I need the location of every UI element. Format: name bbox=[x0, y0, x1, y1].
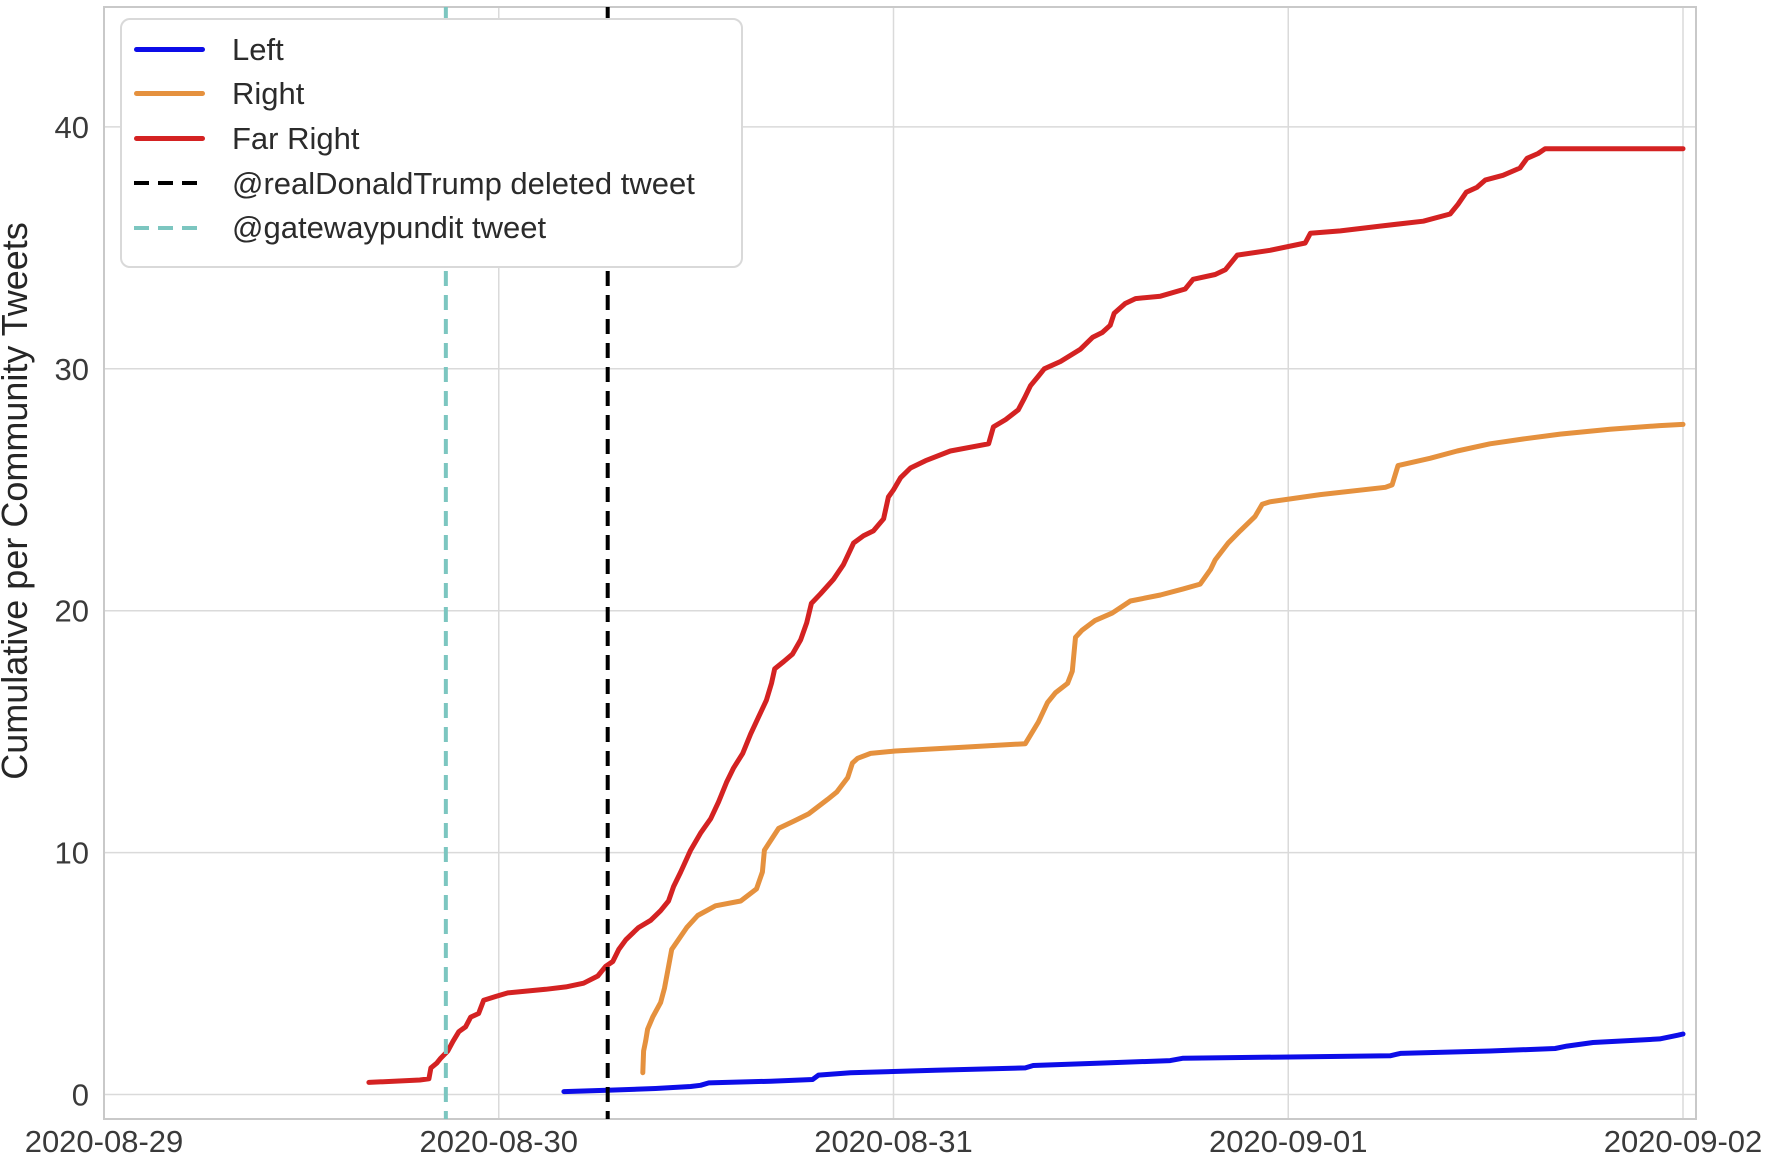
legend-row-far-right: Far Right bbox=[122, 116, 741, 161]
x-tick-label-2020-08-30: 2020-08-30 bbox=[419, 1124, 578, 1159]
dashed-line-swatch-icon bbox=[134, 181, 205, 186]
legend-row-left: Left bbox=[122, 27, 741, 72]
series-line-far-right bbox=[366, 146, 1686, 1085]
series-line-left bbox=[561, 1031, 1686, 1095]
legend-row-right: Right bbox=[122, 72, 741, 117]
y-tick-label-0: 0 bbox=[72, 1078, 89, 1113]
legend-row--gatewaypundit-tweet: @gatewaypundit tweet bbox=[122, 205, 741, 250]
plot-border bbox=[103, 6, 1697, 1120]
x-tick-label-2020-09-02: 2020-09-02 bbox=[1604, 1124, 1763, 1159]
x-tick-label-2020-08-29: 2020-08-29 bbox=[25, 1124, 184, 1159]
legend-box: Left Right Far Right @realDonaldTrump delet… bbox=[120, 18, 743, 268]
legend-row--realdonaldtrump-deleted-tweet: @realDonaldTrump deleted tweet bbox=[122, 161, 741, 206]
series-line-right bbox=[640, 421, 1686, 1076]
x-tick-label-2020-08-31: 2020-08-31 bbox=[814, 1124, 973, 1159]
y-tick-label-30: 30 bbox=[55, 352, 89, 387]
y-axis-title: Cumulative per Community Tweets bbox=[0, 222, 35, 780]
x-tick-label-2020-09-01: 2020-09-01 bbox=[1209, 1124, 1368, 1159]
dashed-line-swatch-icon bbox=[134, 225, 205, 230]
line-swatch-icon bbox=[134, 91, 205, 97]
legend-label: Far Right bbox=[232, 120, 360, 156]
y-tick-label-10: 10 bbox=[55, 836, 89, 871]
line-swatch-icon bbox=[134, 135, 205, 141]
legend-label: Left bbox=[232, 31, 284, 67]
legend-label: @gatewaypundit tweet bbox=[232, 210, 547, 246]
y-tick-label-40: 40 bbox=[55, 110, 89, 145]
y-tick-label-20: 20 bbox=[55, 594, 89, 629]
line-swatch-icon bbox=[134, 46, 205, 52]
legend-label: Right bbox=[232, 76, 305, 112]
legend-label: @realDonaldTrump deleted tweet bbox=[232, 165, 695, 201]
